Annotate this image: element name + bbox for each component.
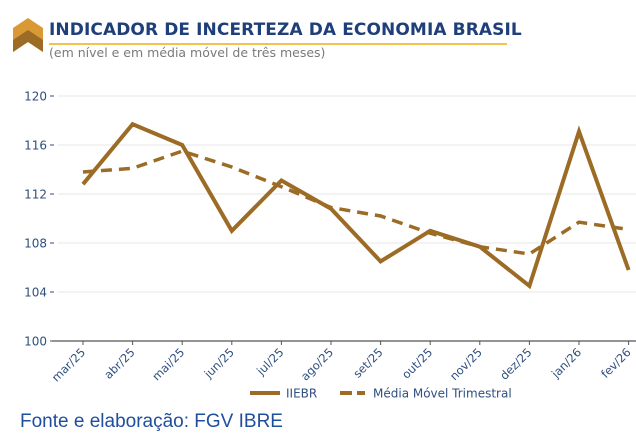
x-tick-label: mar/25 (49, 345, 88, 384)
fgv-logo-icon (13, 18, 43, 52)
series-line-media-movel (82, 149, 629, 256)
y-tick-label: 120 (24, 90, 47, 104)
series-lines (81, 121, 631, 290)
y-axis: 100 104 108 112 116 120 (24, 90, 54, 349)
x-tick-label: jan/26 (548, 345, 584, 381)
title-underline (49, 43, 507, 45)
x-tick-label: abr/25 (101, 345, 137, 381)
x-tick-label: out/25 (399, 345, 435, 381)
y-tick-label: 104 (24, 286, 47, 300)
y-tick-label: 116 (24, 139, 47, 153)
x-tick-label: jun/25 (201, 345, 237, 381)
x-tick-label: ago/25 (298, 345, 336, 383)
chart-title: INDICADOR DE INCERTEZA DA ECONOMIA BRASI… (49, 20, 522, 40)
x-tick-label: set/25 (350, 345, 385, 380)
x-axis: mar/25 abr/25 mai/25 jun/25 jul/25 ago/25 set/… (49, 340, 636, 384)
legend: IIEBR Média Móvel Trimestral (250, 387, 512, 401)
x-tick-label: nov/25 (447, 345, 485, 383)
x-tick-label: dez/25 (497, 345, 534, 382)
legend-label-media-movel: Média Móvel Trimestral (373, 387, 512, 401)
logo-bottom-chevron (13, 30, 43, 52)
chart-subtitle: (em nível e em média móvel de três meses… (49, 45, 326, 60)
y-tick-label: 108 (24, 237, 47, 251)
y-tick-label: 100 (24, 335, 47, 349)
source-note: Fonte e elaboração: FGV IBRE (20, 411, 283, 432)
y-tick-label: 112 (24, 188, 47, 202)
legend-label-iiebr: IIEBR (286, 387, 317, 401)
x-tick-label: jul/25 (253, 345, 286, 378)
gridlines (58, 95, 636, 293)
series-line-iiebr (81, 121, 631, 290)
x-tick-label: fev/26 (598, 345, 634, 381)
x-tick-label: mai/25 (149, 345, 187, 383)
